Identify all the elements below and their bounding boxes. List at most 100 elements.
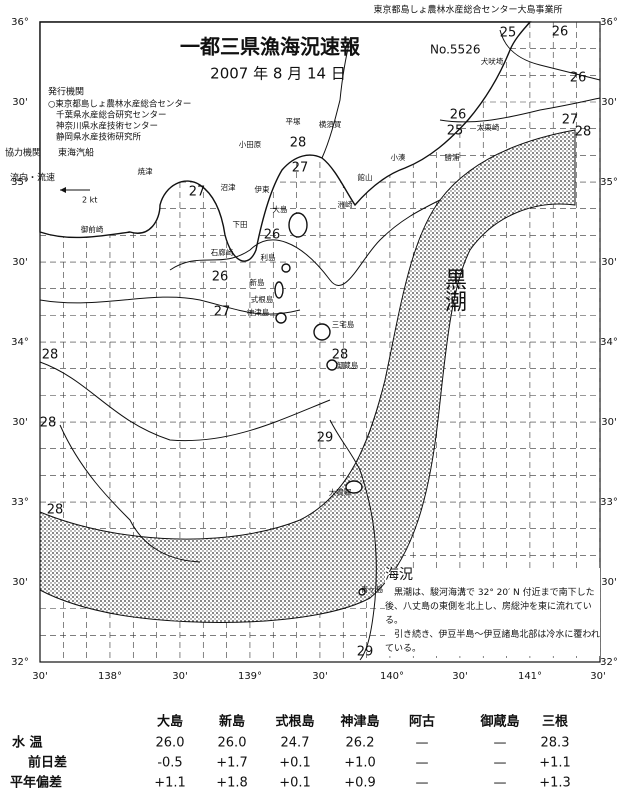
latitude-label: 33° [11,497,29,508]
table-header: 神津島 [340,714,379,730]
isotherm-label: 28 [332,348,349,363]
place-name: 沼津 [221,183,236,192]
conditions-text: 引き続き、伊豆半島～伊豆諸島北部は冷水に覆われている。 [385,630,600,654]
place-name: 焼津 [138,167,153,176]
issuer: 千葉県水産総合研究センター [56,110,167,121]
longitude-label: 30' [312,671,327,682]
isotherm [39,296,301,315]
table-cell: — [416,736,429,751]
latitude-label: 30' [601,257,616,268]
table-header: 新島 [219,714,245,730]
isotherm [499,29,601,81]
latitude-label: 34° [600,337,618,348]
isotherm-label: 25 [447,124,464,139]
table-cell: +1.1 [154,776,186,791]
table-cell: — [494,776,507,791]
place-name: 御蔵島 [336,360,359,370]
row-label: 平年偏差 [10,775,62,791]
table-cell: +0.1 [279,756,311,771]
conditions-heading: 海況 [385,567,413,583]
latitude-label: 36° [600,17,618,28]
longitude-label: 30' [32,671,47,682]
latitude-label: 32° [600,657,618,668]
latitude-label: 30' [12,97,27,108]
table-cell: 24.7 [281,736,310,751]
table-cell: +0.9 [344,776,376,791]
flow-legend-scale: 2 kt [82,196,97,205]
isotherm [39,361,331,442]
island-kozushima [275,312,287,324]
latitude-label: 30' [12,417,27,428]
issuer: 静岡県水産技術研究所 [56,132,142,143]
date: 2007 年 8 月 14 日 [210,65,346,83]
isotherm [169,199,441,286]
conditions-text: 黒潮は、駿河海溝で 32° 20′ N 付近まで南下した後、八丈島の東側を北上し… [385,588,595,626]
longitude-label: 30' [172,671,187,682]
table-cell: +0.1 [279,776,311,791]
latitude-label: 35° [600,177,618,188]
table-cell: +1.1 [539,756,571,771]
isotherm-label: 28 [290,136,307,151]
isotherm-label: 29 [357,645,374,660]
isotherm-label: 27 [562,113,579,128]
table-cell: +1.0 [344,756,376,771]
longitude-label: 141° [518,671,542,682]
cooperator: 東海汽船 [58,147,94,159]
table-cell: — [416,776,429,791]
table-cell: 26.0 [218,736,247,751]
table-cell: — [494,756,507,771]
cooperator-heading: 協力機関 [5,147,41,159]
longitude-label: 140° [380,671,404,682]
table-header: 阿古 [409,714,435,730]
place-name: 三宅島 [332,319,355,329]
place-name: 御前崎 [81,224,104,234]
place-name: 洲崎 [338,199,353,209]
place-name: 大賀郷 [329,487,352,497]
kuroshio-label: 黒潮 [441,268,467,312]
isotherm-label: 28 [42,348,59,363]
place-name: 式根島 [251,294,274,304]
isotherm-label: 29 [317,431,334,446]
island-oshima [288,212,308,238]
island-mikurajima [326,359,338,371]
table-cell: — [416,756,429,771]
flow-scale-head [60,187,66,193]
latitude-label: 30' [12,577,27,588]
place-name: 横須賀 [319,119,342,129]
credit: 東京都島しょ農林水産総合センター大島事業所 [373,4,562,16]
place-name: 青ヶ島 [361,584,384,594]
isotherm-label: 26 [450,108,467,123]
issuer: 神奈川県水産技術センター [56,121,158,132]
longitude-label: 30' [452,671,467,682]
table-cell: 26.0 [156,736,185,751]
flow-legend-label: 流向・流速 [10,172,55,184]
table-cell: — [494,736,507,751]
latitude-label: 32° [11,657,29,668]
place-name: 伊東 [255,184,270,194]
issuer: ○東京都島しょ農林水産総合センター [48,99,191,110]
place-name: 神津島 [247,307,270,317]
latitude-label: 30' [601,97,616,108]
isotherm [439,97,601,123]
island-aogashima [358,588,366,596]
place-name: 館山 [358,172,373,182]
table-header: 三根 [542,714,569,730]
place-name: 小田原 [239,140,262,149]
place-name: 平塚 [286,117,301,126]
latitude-label: 30' [601,417,616,428]
longitude-label: 139° [238,671,262,682]
table-cell: 28.3 [541,736,570,751]
table-header: 式根島 [275,714,314,730]
latitude-label: 30' [601,577,616,588]
kuroshio-band [39,129,576,623]
place-name: 大島 [273,204,288,214]
island-niijima [274,281,284,299]
isotherm [59,424,201,563]
island-toshima [281,263,291,273]
latitude-label: 36° [11,17,29,28]
isotherm-label: 26 [212,270,229,285]
island-miyakejima [313,323,331,341]
honshu-coast [39,21,532,262]
